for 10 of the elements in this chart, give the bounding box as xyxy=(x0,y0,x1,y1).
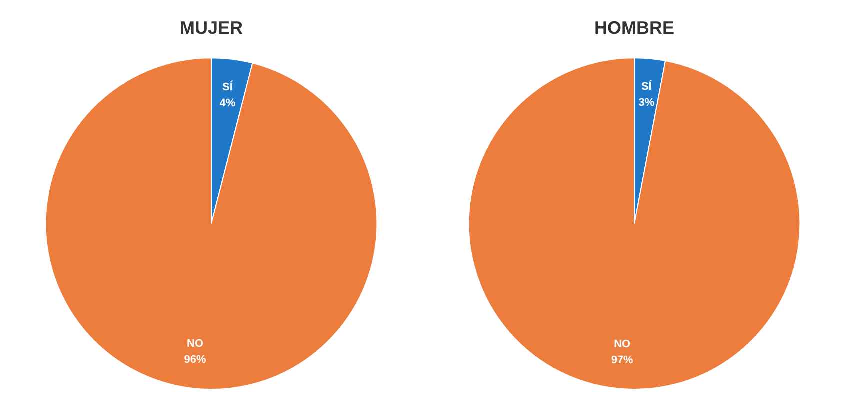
data-label: 97% xyxy=(611,354,634,367)
slice-label: SÍ xyxy=(641,80,653,94)
data-label: 96% xyxy=(184,354,207,366)
chart-title: HOMBRE xyxy=(594,18,674,38)
data-label: 4% xyxy=(220,98,236,110)
slice-label: NO xyxy=(614,338,632,351)
slice-label: SÍ xyxy=(222,80,234,94)
slice-label: NO xyxy=(187,338,204,350)
data-label: 3% xyxy=(638,97,655,110)
chart-title: MUJER xyxy=(180,18,244,38)
